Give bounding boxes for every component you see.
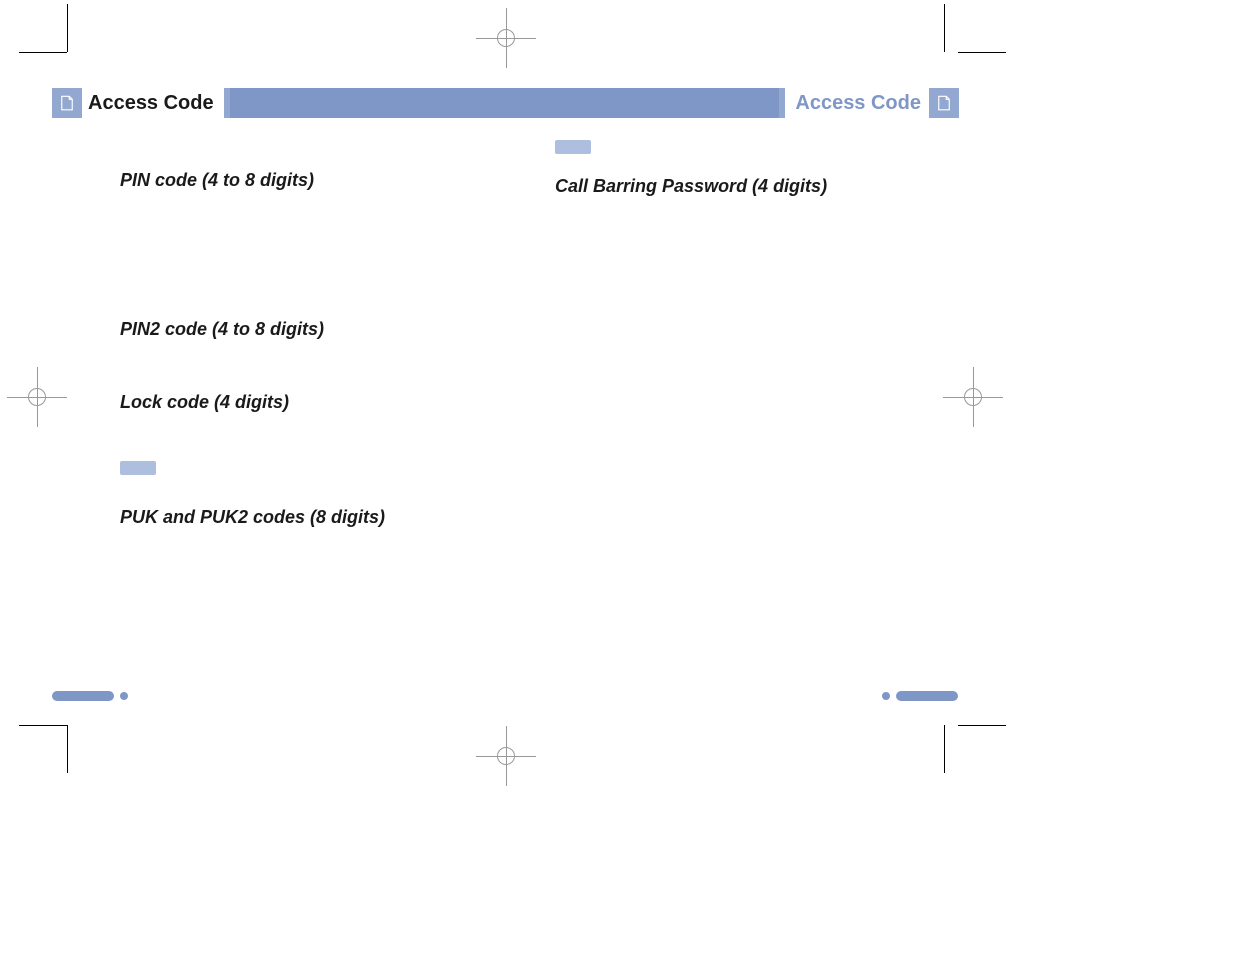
left-column: PIN code (4 to 8 digits) PIN2 code (4 to… <box>120 140 515 546</box>
crop-mark <box>958 52 1006 53</box>
crop-mark <box>19 725 67 726</box>
note-marker <box>120 461 156 475</box>
footer-dot <box>882 692 890 700</box>
crop-mark <box>958 725 1006 726</box>
section-title-pin2: PIN2 code (4 to 8 digits) <box>120 319 515 340</box>
section-title-pin: PIN code (4 to 8 digits) <box>120 170 515 191</box>
spacer <box>120 358 515 392</box>
crop-mark <box>19 52 67 53</box>
spacer <box>120 209 515 319</box>
spacer <box>120 140 515 170</box>
registration-mark <box>7 367 67 427</box>
note-marker <box>555 140 591 154</box>
page-corner-icon <box>58 94 76 112</box>
crop-mark <box>944 4 945 52</box>
crop-mark <box>67 725 68 773</box>
footer-ornament-right <box>882 691 958 701</box>
spacer <box>120 431 515 461</box>
header-right-title: Access Code <box>785 88 929 118</box>
header-fill <box>230 88 780 118</box>
crop-mark <box>67 4 68 52</box>
section-title-call-barring: Call Barring Password (4 digits) <box>555 176 950 197</box>
right-column: Call Barring Password (4 digits) <box>555 140 950 546</box>
page-corner-icon <box>935 94 953 112</box>
footer-dot <box>120 692 128 700</box>
header-left-icon <box>52 88 82 118</box>
registration-mark <box>476 8 536 68</box>
registration-mark <box>476 726 536 786</box>
footer-ornament-left <box>52 691 128 701</box>
section-title-puk: PUK and PUK2 codes (8 digits) <box>120 507 515 528</box>
crop-mark <box>944 725 945 773</box>
header-bar: Access Code Access Code <box>52 88 959 118</box>
footer-bar <box>52 691 114 701</box>
section-title-lock: Lock code (4 digits) <box>120 392 515 413</box>
registration-mark <box>943 367 1003 427</box>
spacer <box>120 495 515 507</box>
header-right-icon <box>929 88 959 118</box>
content-area: PIN code (4 to 8 digits) PIN2 code (4 to… <box>120 140 950 546</box>
header-left-title: Access Code <box>82 88 224 118</box>
footer-bar <box>896 691 958 701</box>
